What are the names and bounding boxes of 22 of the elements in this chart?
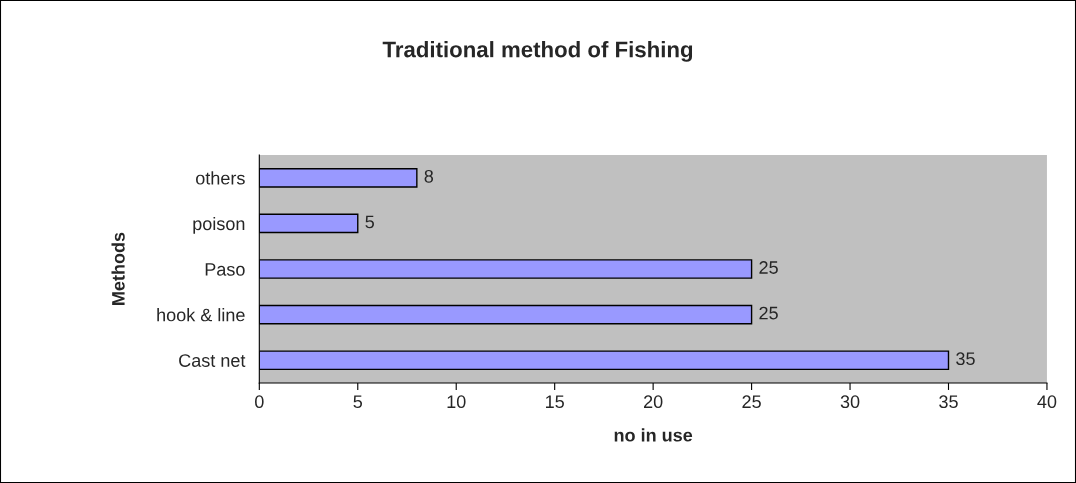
x-tick-label: 35 [939,395,958,409]
x-tick-label: 20 [644,395,663,409]
chart-title: Traditional method of Fishing [382,41,693,62]
y-tick-label: Cast net [179,354,246,367]
data-label: 8 [424,169,434,183]
data-label: 25 [759,261,778,274]
y-axis-title: Methods [111,232,125,305]
x-tick-label: 10 [447,395,466,409]
x-tick-label: 5 [353,395,363,409]
x-tick-label: 15 [546,395,564,409]
y-tick-label: Paso [205,263,245,276]
y-tick-label: hook & line [157,308,245,322]
x-tick-label: 25 [742,395,761,409]
x-tick-label: 0 [255,395,264,409]
data-label: 5 [365,215,374,229]
x-tick-label: 40 [1037,395,1057,409]
x-axis-title: no in use [614,428,693,442]
y-tick-label: poison [193,216,245,234]
data-label: 35 [956,352,975,366]
data-label: 25 [759,306,778,320]
x-tick-label: 30 [840,395,860,409]
y-tick-label: others [196,171,245,185]
